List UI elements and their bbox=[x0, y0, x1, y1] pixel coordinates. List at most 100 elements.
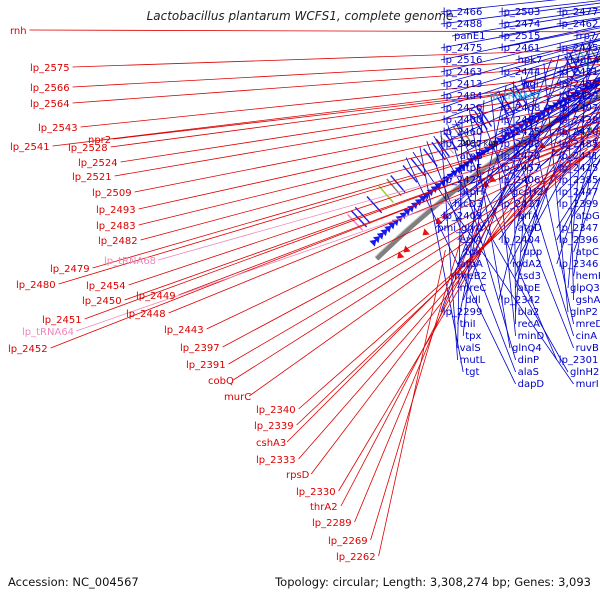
gene-label-forward: atpB bbox=[460, 151, 483, 162]
leader-line-forward bbox=[556, 158, 600, 241]
leader-line-reverse bbox=[340, 208, 497, 507]
gene-label-reverse: lp_2480 bbox=[16, 280, 56, 291]
leader-line-forward bbox=[440, 33, 600, 73]
gene-label-forward: hemK bbox=[576, 271, 600, 282]
leader-line-reverse bbox=[120, 87, 600, 163]
scale-label: 2100 kbp bbox=[596, 55, 600, 64]
gene-label-forward: lp_tRNA67 bbox=[490, 91, 542, 102]
gene-label-forward: lp_2488 bbox=[443, 19, 483, 30]
leader-line-forward bbox=[457, 80, 600, 157]
gene-label-reverse: murC bbox=[224, 392, 251, 403]
gene-label-reverse: lp_2269 bbox=[328, 536, 368, 547]
gene-label-forward: lp_2460 bbox=[443, 127, 483, 138]
map-title: Lactobacillus plantarum WCFS1, complete … bbox=[146, 9, 454, 23]
gene-label-forward: lp_2462 bbox=[559, 19, 599, 30]
gene-label-forward: lp_2413 bbox=[443, 79, 483, 90]
gene-label-forward: mreC bbox=[460, 283, 487, 294]
gene-label-forward: lp_2409 bbox=[443, 211, 483, 222]
leader-line-forward bbox=[405, 157, 516, 385]
leader-line-forward bbox=[520, 107, 600, 253]
gene-label-forward: panE1 bbox=[454, 31, 486, 42]
leader-line-reverse bbox=[168, 136, 600, 314]
cds-reverse-arrow bbox=[422, 228, 430, 236]
gene-label-reverse: lp_2333 bbox=[256, 455, 296, 466]
gene-label-forward: lp_2467 bbox=[501, 115, 541, 126]
gene-label-reverse: lp_2521 bbox=[72, 172, 112, 183]
cds-forward-arrow bbox=[387, 222, 396, 230]
leader-line-reverse bbox=[232, 146, 600, 381]
cds-forward-arrow bbox=[430, 186, 438, 193]
gene-label-forward: lp_2346 bbox=[559, 259, 599, 270]
leader-line-forward bbox=[513, 81, 516, 325]
gene-label-forward: atpC bbox=[576, 247, 599, 258]
leader-line-forward bbox=[556, 148, 600, 193]
cds-forward-arrow bbox=[372, 236, 381, 244]
leader-line-forward bbox=[520, 76, 574, 325]
gene-label-forward: ezrA bbox=[460, 235, 483, 246]
gene-label-forward: murI bbox=[576, 379, 599, 390]
gene-label-forward: lp_2516 bbox=[443, 55, 483, 66]
leader-line-forward bbox=[462, 100, 485, 337]
cds-forward-arrow bbox=[376, 232, 384, 240]
gene-label-forward: thiI bbox=[460, 319, 476, 330]
cds-forward-arrow bbox=[418, 195, 426, 203]
gene-label-forward: prfA bbox=[518, 211, 539, 222]
gene-label-forward: dinP bbox=[518, 355, 540, 366]
leader-line-reverse bbox=[140, 116, 600, 241]
leader-line-forward bbox=[440, 25, 600, 61]
gene-label-reverse: lp_2566 bbox=[30, 83, 70, 94]
gene-label-reverse: lp_2482 bbox=[98, 236, 138, 247]
leader-line-reverse bbox=[114, 92, 600, 177]
gene-label-forward: lp_2396 bbox=[559, 235, 599, 246]
gene-label-reverse: lp_2330 bbox=[296, 487, 336, 498]
gene-label-forward: tdk bbox=[465, 247, 481, 258]
feature-stripe bbox=[509, 87, 523, 108]
leader-line-reverse bbox=[92, 120, 600, 269]
leader-line-reverse bbox=[52, 78, 600, 147]
gene-label-forward: lp_2406 bbox=[501, 175, 541, 186]
gene-label-reverse: cshA3 bbox=[256, 438, 286, 449]
gene-label-reverse: lp_2564 bbox=[30, 99, 70, 110]
gene-label-forward: lp_2301 bbox=[559, 355, 599, 366]
gene-label-forward: lp_2503 bbox=[501, 7, 541, 18]
gene-label-forward: alaS bbox=[518, 367, 539, 378]
leader-line-forward bbox=[457, 46, 576, 289]
leader-line-forward bbox=[434, 78, 600, 229]
leader-line-reverse bbox=[286, 159, 570, 443]
gene-label-reverse: lp_2289 bbox=[312, 518, 352, 529]
gene-label-forward: lp_2425 bbox=[501, 127, 541, 138]
leader-line-forward bbox=[498, 44, 600, 73]
gene-label-reverse: lp_2262 bbox=[336, 552, 376, 563]
gene-label-forward: lp_2485 bbox=[559, 139, 599, 150]
gene-label-forward: lp_2447 bbox=[559, 187, 599, 198]
cds-forward-arrow bbox=[403, 208, 411, 216]
leader-line-forward bbox=[498, 106, 600, 181]
gene-label-forward: glnH2 bbox=[570, 367, 599, 378]
gene-label-forward: ruvB bbox=[576, 343, 599, 354]
gene-label-forward: tpx bbox=[465, 331, 481, 342]
leader-line-forward bbox=[573, 177, 600, 253]
feature-stripe bbox=[568, 53, 581, 74]
gene-label-forward: glnQ4 bbox=[512, 343, 542, 354]
cds-forward-arrow bbox=[399, 212, 407, 220]
gene-label-reverse: lp_2575 bbox=[30, 63, 70, 74]
accession-text: Accession: NC_004567 bbox=[8, 575, 139, 589]
gene-label-forward: lp_2515 bbox=[501, 31, 541, 42]
gene-label-reverse: lp_2451 bbox=[42, 315, 82, 326]
leader-line-reverse bbox=[50, 132, 600, 349]
gene-label-forward: mutL bbox=[460, 355, 486, 366]
gene-label-forward: atpE bbox=[518, 283, 541, 294]
leader-line-reverse bbox=[310, 183, 533, 475]
gene-label-forward: lp_2457 bbox=[501, 163, 541, 174]
leader-line-forward bbox=[498, 76, 600, 121]
cds-forward-arrow bbox=[500, 134, 508, 142]
gene-label-forward: lp_2408 bbox=[501, 103, 541, 114]
leader-line-forward bbox=[487, 58, 600, 97]
gene-label-trna: lp_tRNA64 bbox=[22, 327, 74, 338]
leader-line-forward bbox=[440, 46, 600, 97]
gene-label-forward: minD bbox=[518, 331, 545, 342]
gene-label-forward: lp_2444 bbox=[501, 67, 541, 78]
gene-label-forward: lp_2466 bbox=[443, 7, 483, 18]
gc-marker bbox=[455, 217, 459, 221]
